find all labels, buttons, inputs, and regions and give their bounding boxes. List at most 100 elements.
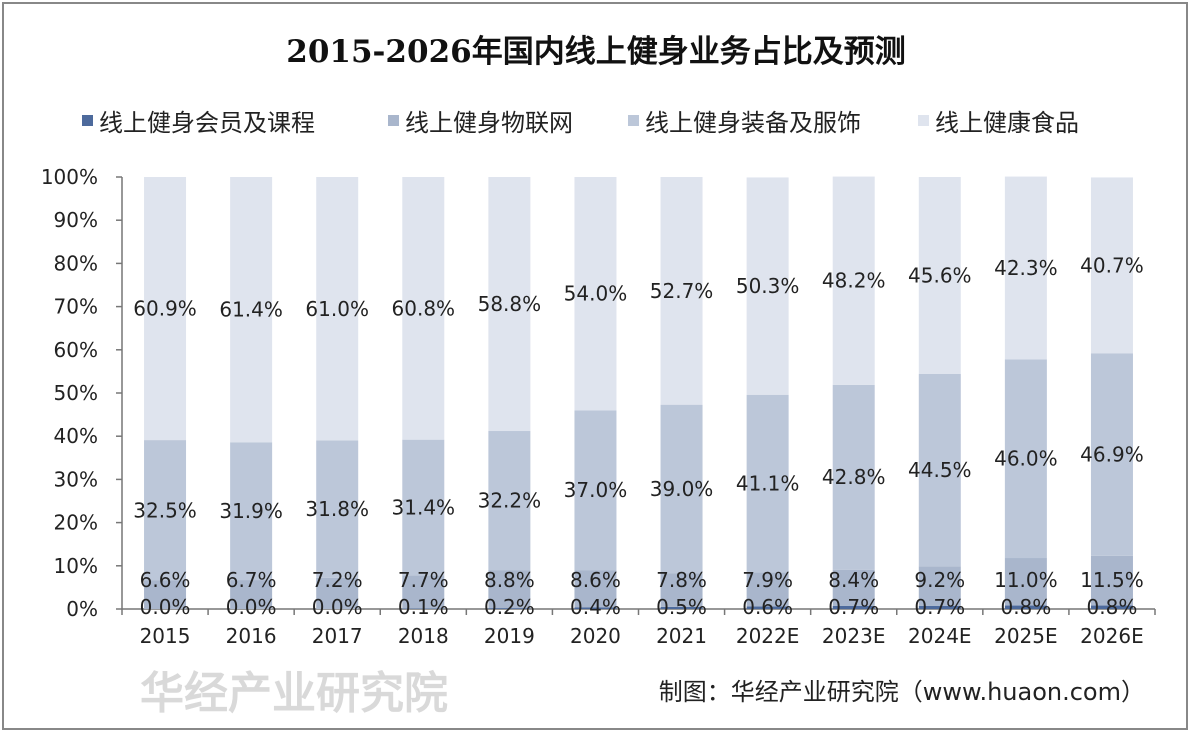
bar-segment [832,384,875,570]
data-label: 39.0% [650,477,714,501]
bars [144,176,1133,609]
data-label: 60.8% [392,296,456,320]
data-label: 37.0% [564,478,628,502]
bar-segment [574,410,617,571]
data-label: 45.6% [908,263,972,287]
bar-segment [660,606,703,609]
y-tick-label: 50% [54,381,98,405]
data-label: 31.4% [392,495,456,519]
data-label: 52.7% [650,279,714,303]
bar-segment [832,605,875,609]
bar-segment [1090,177,1133,354]
data-label: 54.0% [564,282,628,306]
data-label: 7.2% [312,568,363,592]
bar-segment [316,177,359,441]
data-label: 0.5% [656,595,707,619]
x-tick-label: 2025E [994,624,1058,648]
data-label: 46.0% [994,447,1058,471]
data-label: 40.7% [1080,253,1144,277]
data-label: 0.7% [828,595,879,619]
bar-segment [1004,176,1047,360]
legend-swatch [628,115,639,126]
data-label: 9.2% [914,568,965,592]
data-label: 0.4% [570,595,621,619]
data-label: 32.2% [478,489,542,513]
data-label: 50.3% [736,274,800,298]
bar-segment [402,575,445,609]
legend-swatch [82,115,93,126]
x-tick-label: 2020 [570,624,621,648]
bar-segment [660,177,703,405]
x-tick-label: 2022E [736,624,800,648]
bar-segment [832,176,875,385]
y-tick-label: 70% [54,295,98,319]
legend-swatch [388,115,399,126]
data-label: 8.8% [484,568,535,592]
legend-swatch [918,115,929,126]
bar-segment [746,394,789,573]
data-label: 48.2% [822,269,886,293]
data-labels: 0.0% 6.6% 32.5% 60.9% 0.0% 6.7% 31.9% 61.4% 0.0%… [133,253,1143,619]
data-label: 7.8% [656,568,707,592]
data-label: 44.5% [908,458,972,482]
data-label: 7.7% [398,568,449,592]
chart-title: 2015-2026年国内线上健身业务占比及预测 [286,34,905,70]
data-label: 8.4% [828,568,879,592]
bar-segment [918,177,961,374]
bar-segment [918,605,961,609]
axes: 2015 2016 2017 2018 2019 2020 2021 2022E 2023E 20… [41,165,1156,648]
data-label: 0.1% [398,595,449,619]
x-tick-label: 2026E [1080,624,1144,648]
data-label: 41.1% [736,472,800,496]
data-label: 0.6% [742,595,793,619]
bar-segment [488,570,531,609]
legend-label: 线上健身装备及服饰 [645,109,861,137]
data-label: 31.8% [305,497,369,521]
data-label: 7.9% [742,568,793,592]
data-label: 0.8% [1087,595,1138,619]
x-tick-label: 2017 [312,624,363,648]
y-tick-label: 0% [66,597,98,621]
data-label: 61.4% [219,298,283,322]
bar-segment [1004,359,1047,559]
bar-segment [1090,555,1133,606]
y-tick-label: 80% [54,251,98,275]
bar-segment [660,573,703,607]
data-label: 0.8% [1000,595,1051,619]
x-tick-label: 2023E [822,624,886,648]
bar-segment [230,580,273,609]
bar-segment [1090,353,1133,556]
legend-label: 线上健康食品 [935,109,1079,137]
bar-segment [746,606,789,609]
bar-segment [402,177,445,440]
bar-segment [230,442,273,581]
data-label: 42.3% [994,256,1058,280]
x-tick-label: 2021 [656,624,707,648]
data-label: 31.9% [219,499,283,523]
data-label: 42.8% [822,465,886,489]
x-tick-label: 2019 [484,624,535,648]
data-label: 0.0% [226,595,277,619]
bar-segment [1090,605,1133,609]
y-tick-label: 30% [54,467,98,491]
bar-segment [144,580,187,609]
y-tick-label: 60% [54,338,98,362]
bar-segment [832,569,875,606]
x-tick-label: 2015 [140,624,191,648]
bar-segment [574,607,617,609]
data-label: 46.9% [1080,443,1144,467]
y-tick-label: 20% [54,511,98,535]
data-label: 0.0% [312,595,363,619]
bar-segment [746,177,789,395]
bar-segment [746,572,789,607]
data-label: 61.0% [305,297,369,321]
legend-label: 线上健身物联网 [405,109,573,137]
bar-segment [918,373,961,567]
bar-segment [574,177,617,411]
watermark: 华经产业研究院 [140,668,448,719]
y-tick-label: 10% [54,554,98,578]
bar-segment [488,608,531,609]
data-label: 0.2% [484,595,535,619]
